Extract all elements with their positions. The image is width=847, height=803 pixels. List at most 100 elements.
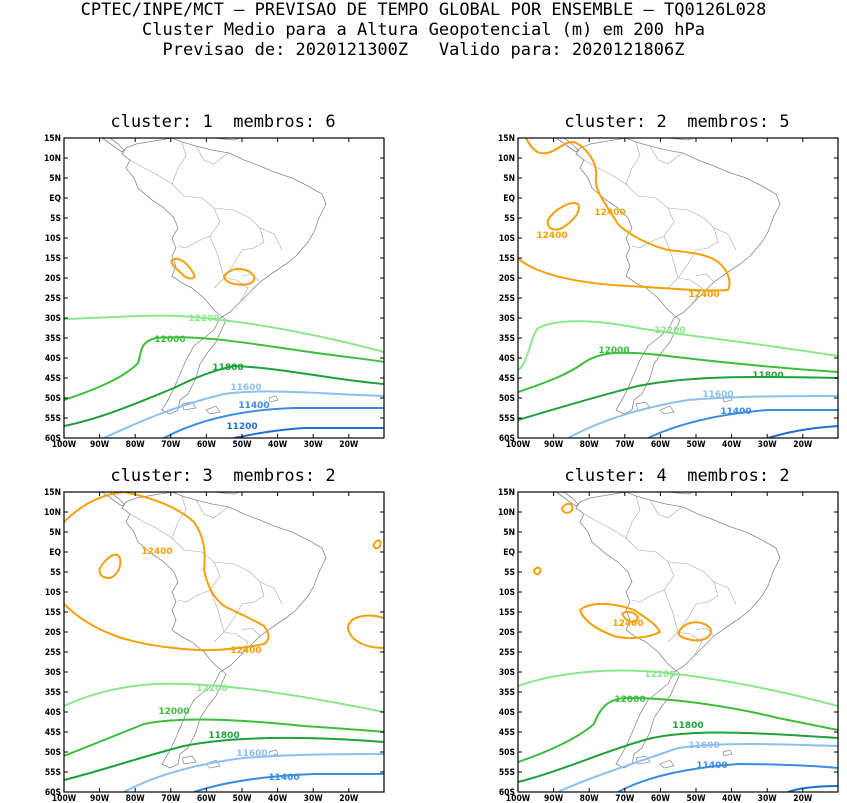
coastline	[575, 492, 781, 769]
lon-label: 100W	[506, 794, 531, 803]
lat-label: 25S	[45, 294, 61, 304]
island	[722, 395, 733, 403]
map-frame	[63, 137, 385, 439]
lon-label: 100W	[52, 794, 77, 803]
island	[722, 749, 733, 757]
contour-line	[561, 502, 574, 514]
contour-line	[163, 406, 384, 438]
map-frame	[63, 491, 385, 793]
lon-label: 80W	[580, 440, 600, 450]
contour-label: 12200	[196, 684, 227, 694]
lat-label: EQ	[503, 548, 515, 558]
coastline-caribbean	[213, 138, 241, 141]
map-content: 12400 12400 12400 12200 12000 11800 11600 11400	[518, 138, 838, 438]
lat-label: 60S	[499, 788, 515, 798]
contour-label: 12200	[644, 670, 675, 680]
lat-label: 20S	[499, 274, 515, 284]
contour-label: 12200	[654, 326, 685, 336]
lat-label: 35S	[45, 334, 61, 344]
contour-label: 11200	[226, 422, 257, 432]
lat-label: 20S	[45, 274, 61, 284]
contour-line	[193, 773, 384, 792]
lat-label: 15S	[45, 254, 61, 264]
lon-label: 90W	[90, 440, 110, 450]
header-line-3: Previsao de: 2020121300Z Valido para: 20…	[162, 40, 685, 60]
map-frame	[517, 491, 839, 793]
contour-line	[64, 336, 384, 401]
map-background	[518, 492, 838, 792]
lat-label: 10N	[44, 154, 61, 164]
lat-label: 20S	[499, 628, 515, 638]
contour-line	[533, 566, 542, 576]
lon-label: 60W	[651, 440, 671, 450]
map-content: 12200 12000 11800 11600 11400 11200	[64, 138, 384, 438]
contour-line	[677, 621, 712, 642]
country-border	[667, 207, 719, 289]
contour-label: 12000	[614, 695, 645, 705]
country-border	[171, 141, 221, 249]
lon-label: 50W	[686, 440, 706, 450]
lat-label: 15S	[499, 608, 515, 618]
country-border	[583, 513, 627, 539]
contour-line	[518, 375, 838, 421]
country-border	[713, 227, 737, 251]
island	[205, 759, 221, 769]
country-border	[259, 581, 283, 605]
map-background	[518, 138, 838, 438]
lat-label: 25S	[499, 648, 515, 658]
country-border	[663, 589, 679, 633]
map-content: 12400 12200 12000 11800 11600 11400	[518, 492, 838, 792]
header-line-1: CPTEC/INPE/MCT – PREVISAO DE TEMPO GLOBA…	[80, 0, 767, 20]
contour-line	[98, 553, 122, 579]
island	[659, 405, 675, 415]
coastline-central-america	[555, 492, 579, 507]
lat-label: 25S	[499, 294, 515, 304]
contour-line	[567, 395, 838, 438]
contour-line	[123, 753, 384, 792]
lat-label: 40S	[45, 708, 61, 718]
lon-label: 40W	[268, 794, 288, 803]
country-border	[129, 159, 173, 185]
lon-label: 90W	[90, 794, 110, 803]
country-border	[677, 277, 703, 303]
lat-label: 10N	[498, 508, 515, 518]
country-border	[195, 499, 230, 519]
lat-label: 20S	[45, 628, 61, 638]
lat-label: 35S	[45, 688, 61, 698]
lat-label: 30S	[499, 314, 515, 324]
lon-label: 40W	[268, 440, 288, 450]
contour-line	[518, 351, 838, 393]
lat-label: 45S	[499, 728, 515, 738]
lat-label: 55S	[45, 414, 61, 424]
country-border	[209, 589, 225, 633]
contour-label: 12400	[594, 208, 625, 218]
contour-line	[64, 365, 384, 427]
lon-label: 60W	[197, 794, 217, 803]
coastline-central-america	[555, 138, 579, 153]
contour-label: 11800	[212, 363, 243, 373]
contour-label: 11600	[702, 390, 733, 400]
lat-label: EQ	[503, 194, 515, 204]
lon-label: 70W	[161, 794, 181, 803]
contour-label: 12000	[598, 346, 629, 356]
lat-label: 60S	[45, 788, 61, 798]
lat-label: 30S	[45, 668, 61, 678]
lat-label: 45S	[45, 374, 61, 384]
lat-label: 10S	[45, 234, 61, 244]
contour-label: 11800	[208, 731, 239, 741]
lon-label: 90W	[544, 794, 564, 803]
contour-line	[372, 539, 382, 550]
header-line-2: Cluster Medio para a Altura Geopotencial…	[142, 20, 705, 40]
lon-label: 70W	[161, 440, 181, 450]
map-panel-1: 12200 12000 11800 11600 11400 11200 15N 10N 5N EQ…	[44, 134, 385, 450]
contour-line	[557, 743, 838, 792]
contour-label: 11400	[268, 773, 299, 783]
lat-label: 40S	[499, 708, 515, 718]
contour-line	[518, 138, 731, 292]
contour-line	[347, 614, 384, 649]
lon-label: 70W	[615, 794, 635, 803]
lon-label: 70W	[615, 440, 635, 450]
lat-label: 35S	[499, 334, 515, 344]
lon-label: 20W	[793, 794, 813, 803]
lon-label: 30W	[304, 440, 324, 450]
